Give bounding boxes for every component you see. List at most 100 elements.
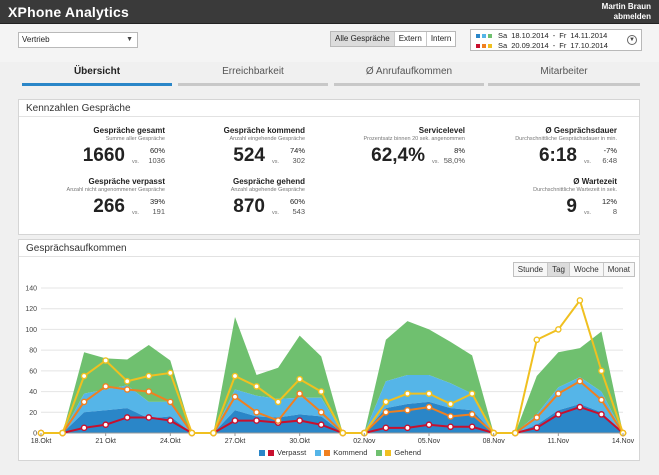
granularity-week-button[interactable]: Woche <box>570 263 604 276</box>
kpi-change: 39% <box>149 197 165 206</box>
kpi-panel: Kennzahlen Gespräche Gespräche gesamt Su… <box>18 99 640 235</box>
primary-range-day2: Fr <box>559 31 567 40</box>
compare-point <box>425 390 433 397</box>
call-type-all-button[interactable]: Alle Gespräche <box>331 32 395 46</box>
call-type-intern-button[interactable]: Intern <box>430 34 452 43</box>
legend-label: Verpasst <box>277 448 307 457</box>
kpi-total-calls: Gespräche gesamt Summe aller Gespräche 1… <box>19 126 169 178</box>
kpi-compare: 58,0% <box>443 156 465 165</box>
area-series-verpasst <box>41 401 623 433</box>
call-volume-panel: Gesprächsaufkommen Stunde Tag Woche Mona… <box>18 239 640 461</box>
tab-overview[interactable]: Übersicht <box>22 62 172 86</box>
x-tick-label: 30.Okt <box>289 438 310 445</box>
chevron-down-icon: ▼ <box>126 36 133 43</box>
x-tick-label: 11.Nov <box>547 438 569 445</box>
compare-point <box>102 383 109 390</box>
compare-point <box>382 424 390 432</box>
x-tick-label: 18.Okt <box>31 438 52 445</box>
kpi-title: Ø Wartezeit <box>573 177 617 186</box>
call-type-switch: Alle Gespräche Extern Intern <box>330 31 457 47</box>
kpi-value: 6:18 <box>538 145 577 166</box>
compare-point <box>167 417 174 424</box>
time-granularity-switch: Stunde Tag Woche Monat <box>512 262 635 277</box>
compare-point <box>145 388 153 395</box>
kpi-vs: vs. <box>583 210 591 216</box>
legend-label: Gehend <box>394 448 422 457</box>
kpi-subtitle: Durchschnittliche Wartezeit in sek. <box>533 187 617 193</box>
compare-point <box>468 390 476 397</box>
compare-point <box>555 326 562 333</box>
top-bar: XPhone Analytics Martin Braun abmelden <box>0 0 659 24</box>
kpi-title: Gespräche gehend <box>232 177 305 186</box>
compare-point <box>274 417 282 424</box>
date-range-picker[interactable]: Sa 18.10.2014 - Fr 14.11.2014 Sa 20.09.2… <box>470 29 642 51</box>
compare-point <box>231 372 239 380</box>
kpi-title: Gespräche verpasst <box>88 177 166 186</box>
y-tick-label: 60 <box>29 368 37 375</box>
kpi-compare: 191 <box>152 207 165 216</box>
logout-link[interactable]: abmelden <box>613 12 651 21</box>
granularity-month-button[interactable]: Monat <box>607 265 630 274</box>
compare-point <box>404 406 411 414</box>
legend-item-outgoing[interactable]: Gehend <box>376 448 421 457</box>
compare-point <box>533 414 541 421</box>
kpi-subtitle: Anzahl nicht angenommener Gespräche <box>66 187 165 193</box>
kpi-incoming-calls: Gespräche kommend Anzahl eingehende Gesp… <box>159 126 309 178</box>
department-select[interactable]: Vertrieb ▼ <box>18 32 138 48</box>
compare-color-swatch <box>476 44 480 48</box>
call-type-extern-button[interactable]: Extern <box>395 32 427 46</box>
x-tick-label: 05.Nov <box>418 438 441 445</box>
y-tick-label: 80 <box>29 348 37 355</box>
compare-point <box>210 429 217 437</box>
kpi-vs: vs. <box>271 159 279 165</box>
compare-range-from: 20.09.2014 <box>511 41 549 50</box>
kpi-panel-title: Kennzahlen Gespräche <box>19 100 639 117</box>
x-tick-label: 08.Nov <box>483 438 506 445</box>
kpi-value: 62,4% <box>371 145 425 166</box>
compare-point <box>382 408 390 416</box>
kpi-compare: 302 <box>292 156 305 165</box>
x-tick-label: 21 Okt <box>95 438 116 445</box>
primary-color-swatch <box>488 34 492 38</box>
compare-point <box>511 429 519 437</box>
compare-point <box>253 408 260 416</box>
compare-point <box>145 372 153 380</box>
compare-point <box>339 429 347 437</box>
legend-item-missed[interactable]: Verpasst <box>259 448 306 457</box>
chart-panel-title: Gesprächsaufkommen <box>19 240 639 257</box>
granularity-hour-button[interactable]: Stunde <box>514 263 549 276</box>
kpi-title: Gespräche kommend <box>223 126 305 135</box>
primary-range-to: 14.11.2014 <box>570 31 608 40</box>
compare-range-day: Sa <box>498 41 508 50</box>
kpi-change: 8% <box>454 146 465 155</box>
call-volume-chart: 0 20 40 60 80 100 120 140 18.Okt 21 Okt 24.Okt 27.O… <box>25 286 634 446</box>
kpi-subtitle: Anzahl abgehende Gespräche <box>230 187 305 193</box>
compare-point <box>102 357 109 364</box>
compare-range-sep: - <box>552 41 556 50</box>
compare-range-to: 17.10.2014 <box>570 41 608 50</box>
legend-item-incoming[interactable]: Kommend <box>315 448 367 457</box>
compare-point <box>576 377 584 385</box>
legend-swatch <box>315 449 322 456</box>
primary-range-day: Sa <box>498 31 508 40</box>
y-tick-label: 100 <box>25 327 37 334</box>
tab-reachability[interactable]: Erreichbarkeit <box>178 62 328 86</box>
primary-color-swatch <box>482 34 486 38</box>
department-value: Vertrieb <box>22 35 50 44</box>
compare-point <box>80 372 88 380</box>
app-brand: XPhone Analytics <box>8 4 129 20</box>
granularity-day-button[interactable]: Tag <box>548 263 570 276</box>
compare-line-2 <box>41 298 624 434</box>
user-name: Martin Braun <box>601 2 651 11</box>
compare-point <box>274 398 282 406</box>
tab-employees[interactable]: Mitarbeiter <box>488 62 640 86</box>
kpi-change: 60% <box>149 146 165 155</box>
compare-point <box>253 417 260 424</box>
compare-point <box>167 369 174 377</box>
chevron-down-icon[interactable]: ▼ <box>627 35 637 45</box>
tab-call-volume[interactable]: Ø Anrufaufkommen <box>334 62 484 86</box>
kpi-value: 9 <box>566 196 577 217</box>
compare-point <box>382 398 390 406</box>
kpi-value: 1660 <box>82 145 125 166</box>
user-menu: Martin Braun abmelden <box>602 2 651 22</box>
